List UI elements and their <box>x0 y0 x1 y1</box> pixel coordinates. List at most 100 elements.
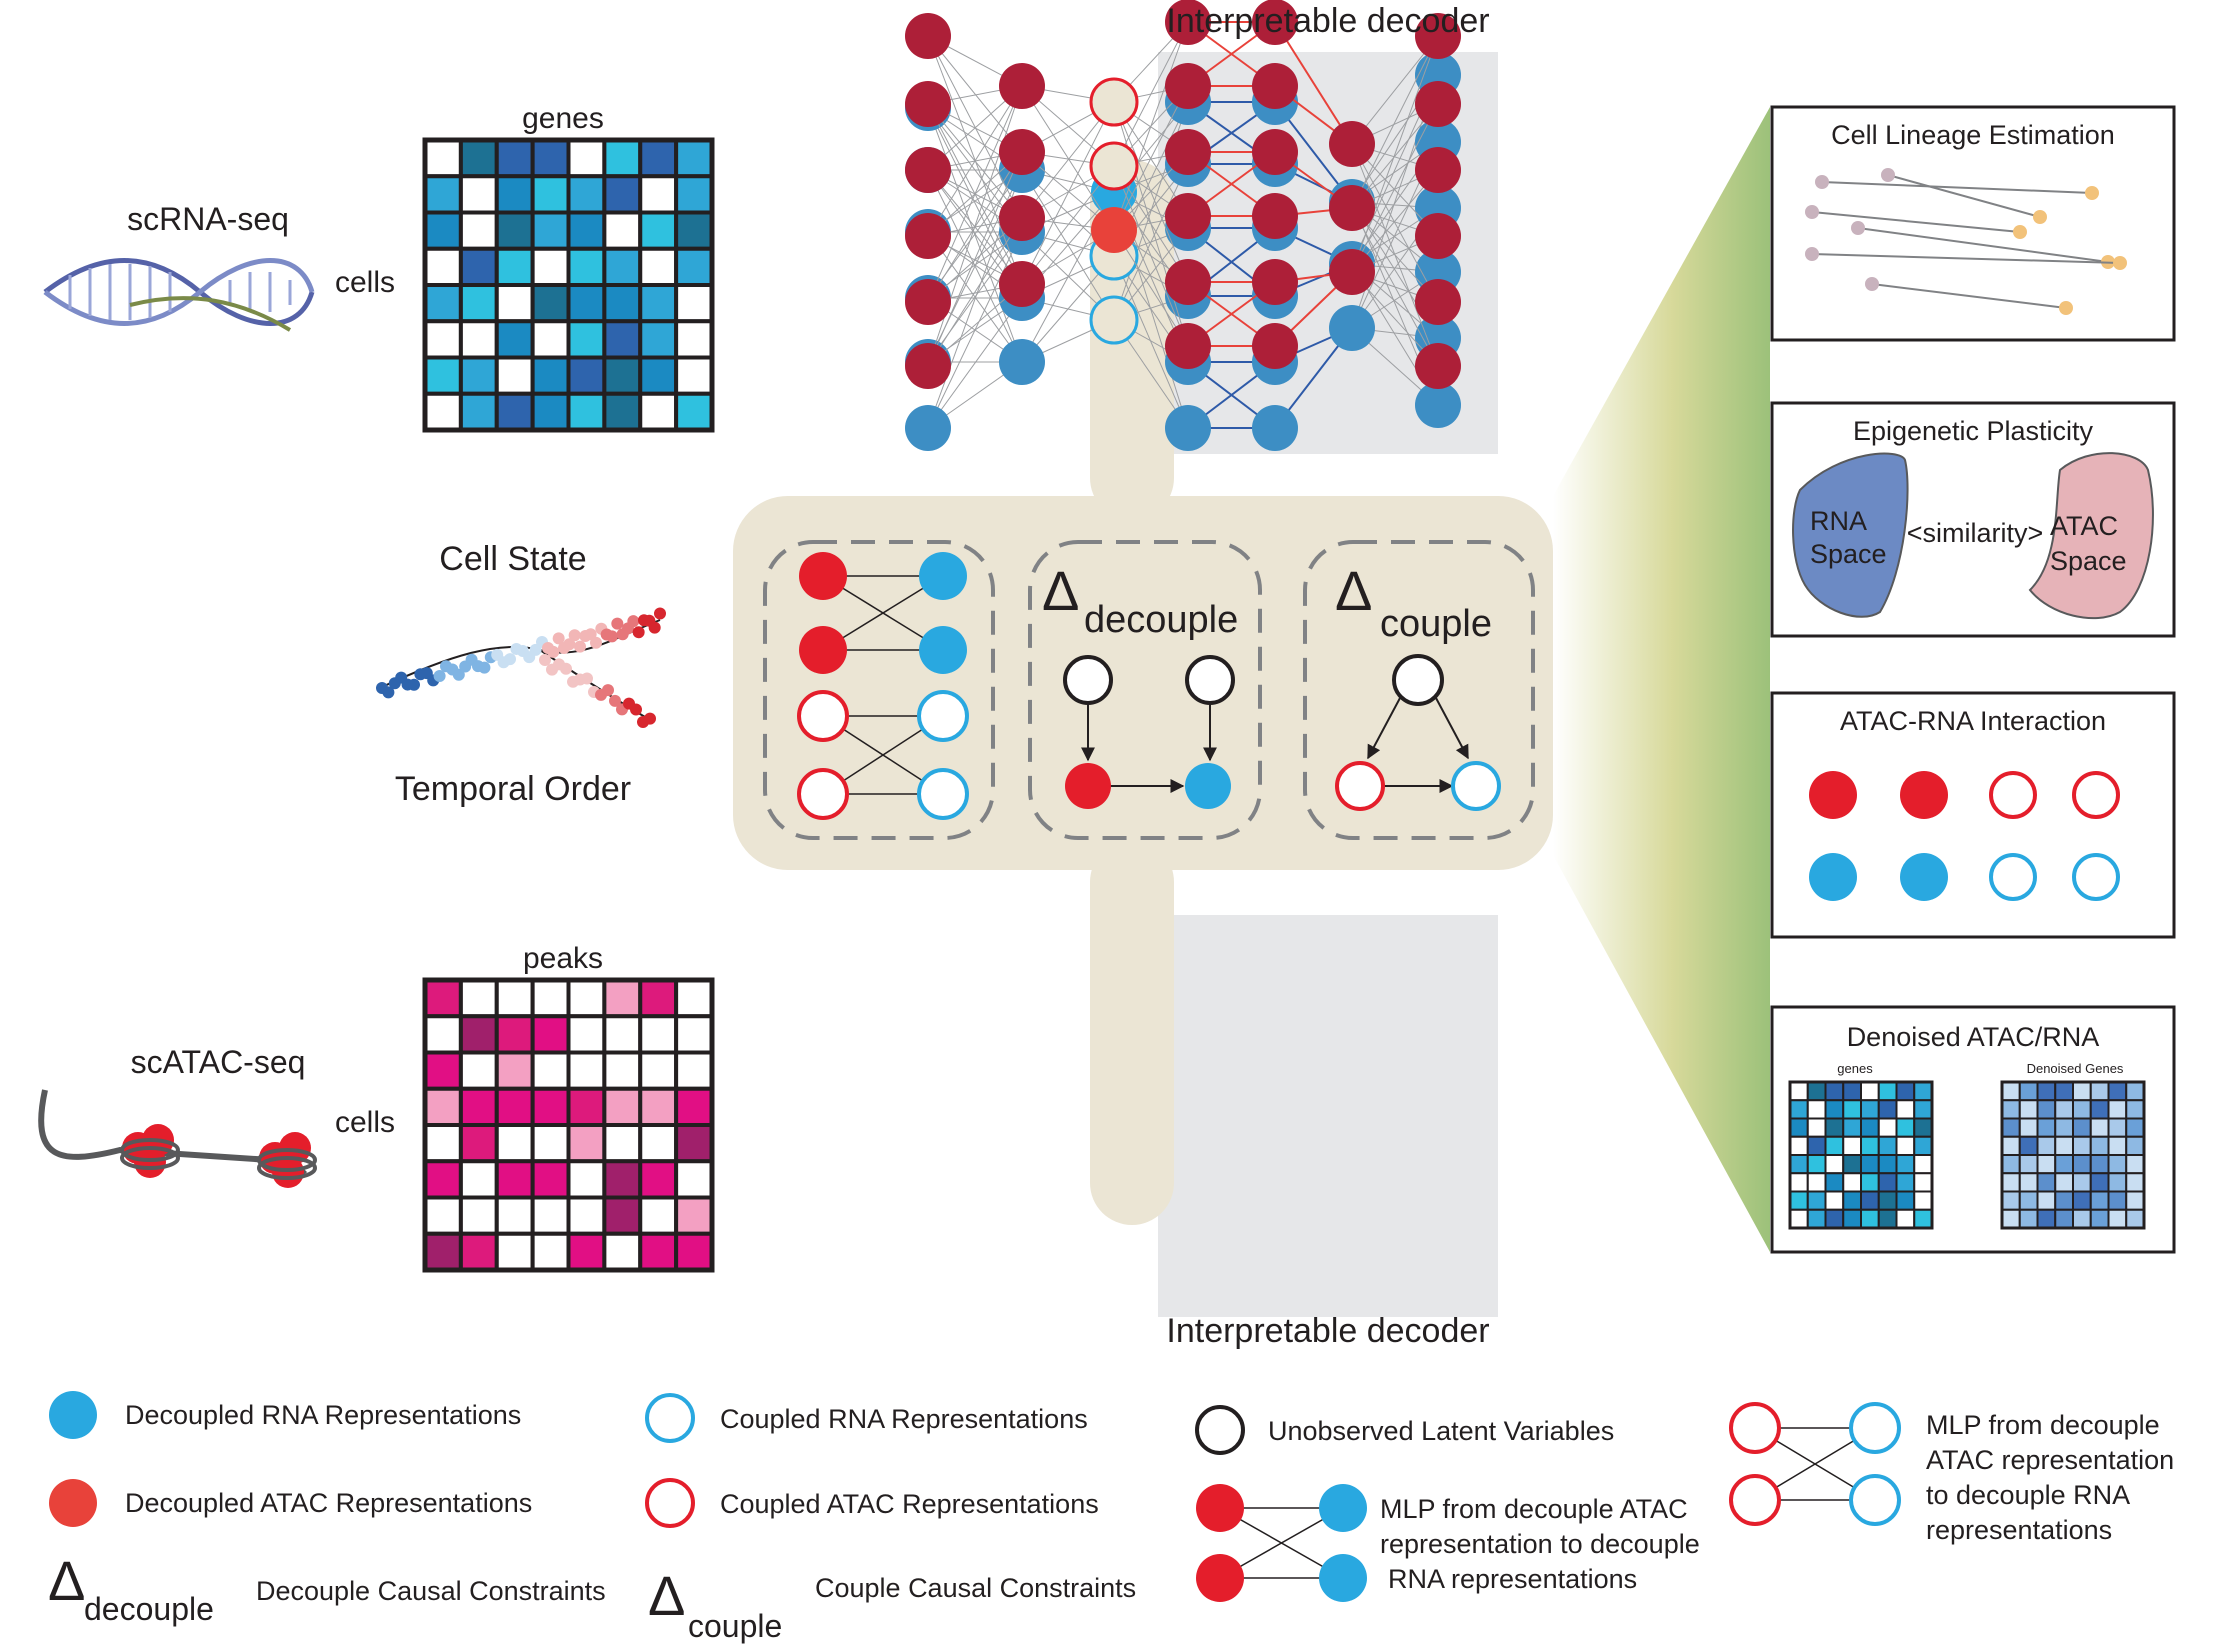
network-node <box>1329 249 1375 295</box>
matrix-cell <box>423 210 463 251</box>
mini-matrix-cell <box>1824 1117 1845 1138</box>
matrix-cell <box>423 1123 463 1164</box>
matrix-cell <box>458 1014 499 1055</box>
matrix-cell <box>566 210 607 251</box>
latent-stem-bottom <box>1090 840 1174 1225</box>
decoupled-atac-node <box>799 626 847 674</box>
network-node <box>999 63 1045 109</box>
legend-coupled-rna-label: Coupled RNA Representations <box>720 1404 1088 1434</box>
matrix-cell <box>423 355 463 396</box>
network-edge <box>1113 101 1189 283</box>
trajectory-point <box>632 626 645 639</box>
causal-constraint-panel: Δ decouple Δ couple <box>763 540 1535 840</box>
trajectory-point <box>654 607 666 620</box>
mini-matrix-cell <box>2072 1099 2092 1120</box>
trajectory-point <box>606 630 618 643</box>
trajectory-point <box>574 640 586 653</box>
latent-variable-node <box>1063 655 1113 705</box>
mini-matrix-cell <box>1842 1208 1862 1229</box>
cells-label-rna: cells <box>335 266 395 299</box>
coupled-atac-node <box>1335 761 1385 811</box>
matrix-border <box>422 977 715 1273</box>
network-edge <box>1113 101 1189 347</box>
network-edge <box>1021 101 1115 285</box>
trajectory-point <box>547 645 560 658</box>
mini-matrix-cell <box>2018 1190 2039 1211</box>
mini-matrix-cell <box>2036 1099 2057 1120</box>
matrix-cell <box>458 1050 499 1091</box>
mini-matrix-cell <box>2054 1117 2074 1138</box>
matrix-cell <box>458 1086 499 1127</box>
matrix-cell <box>566 246 607 287</box>
mini-matrix-cell <box>2018 1099 2039 1120</box>
mini-matrix-cell <box>2072 1190 2092 1211</box>
network-node <box>1165 323 1211 369</box>
network-node <box>1329 121 1375 167</box>
lineage-start-point <box>1805 247 1819 261</box>
matrix-cell <box>638 174 679 215</box>
matrix-cell <box>602 210 643 251</box>
mini-matrix-cell <box>1824 1135 1845 1156</box>
network-edge <box>1021 165 1115 285</box>
matrix-cell <box>530 210 571 251</box>
legend-decoupled-rna-icon <box>49 1391 97 1439</box>
mini-matrix-cell <box>2001 1081 2021 1102</box>
scatac-label: scATAC-seq <box>131 1044 306 1080</box>
mini-matrix-cell <box>1860 1117 1880 1138</box>
matrix-cell <box>566 1231 607 1272</box>
mini-matrix-cell <box>2089 1117 2110 1138</box>
network-edge <box>1351 35 1439 209</box>
matrix-cell <box>566 1014 607 1055</box>
trajectory-plot-icon <box>376 607 666 728</box>
matrix-cell <box>674 1086 714 1127</box>
mini-matrix-cell <box>2018 1117 2039 1138</box>
lineage-end-point <box>2013 225 2027 239</box>
matrix-cell <box>638 246 679 287</box>
lineage-title: Cell Lineage Estimation <box>1831 120 2115 150</box>
mini-matrix-cell <box>1877 1135 1898 1156</box>
matrix-cell <box>638 1231 679 1272</box>
matrix-cell <box>674 978 714 1019</box>
lineage-line <box>1811 253 2121 264</box>
network-edge <box>927 35 1023 153</box>
decoupled-rna-node <box>1185 763 1231 809</box>
trajectory-point <box>382 686 395 699</box>
matrix-cell <box>494 174 535 215</box>
matrix-cell <box>458 319 499 360</box>
matrix-cell <box>494 1123 535 1164</box>
mini-matrix-cell <box>1806 1154 1827 1175</box>
network-node <box>1165 63 1211 109</box>
matrix-cell <box>530 355 571 396</box>
background-layer <box>733 52 1770 1317</box>
mini-matrix-cell <box>1860 1208 1880 1229</box>
lineage-panel: Cell Lineage Estimation <box>1770 105 2176 342</box>
matrix-cell <box>458 138 499 179</box>
mini-matrix-cell <box>1913 1117 1933 1138</box>
mini-matrix-cell <box>1895 1099 1916 1120</box>
trajectory-point <box>478 661 491 674</box>
trajectory-point <box>433 669 446 682</box>
matrix-cell <box>566 283 607 324</box>
matrix-cell <box>674 1014 714 1055</box>
network-node <box>1252 323 1298 369</box>
atac-space-label: Space <box>2050 546 2127 576</box>
network-node <box>1252 63 1298 109</box>
mini-matrix-cell <box>2125 1135 2145 1156</box>
matrix-cell <box>566 355 607 396</box>
matrix-cell <box>458 391 499 432</box>
mini-matrix-cell <box>1806 1135 1827 1156</box>
lineage-pairs <box>1805 168 2127 315</box>
network-node <box>999 195 1045 241</box>
bottom-decoder-title: Interpretable decoder <box>1166 1312 1489 1350</box>
network-edge <box>1351 143 1439 367</box>
mini-matrix-cell <box>2001 1208 2021 1229</box>
delta-decouple-symbol: Δ <box>1042 559 1079 622</box>
mini-matrix-cell <box>1913 1135 1933 1156</box>
mini-matrix-cell <box>2125 1208 2145 1229</box>
lineage-start-point <box>1865 277 1879 291</box>
network-node <box>1165 259 1211 305</box>
mini-matrix-cell <box>1913 1081 1933 1102</box>
trajectory-point <box>609 694 621 707</box>
mini-matrix-cell <box>1895 1190 1916 1211</box>
